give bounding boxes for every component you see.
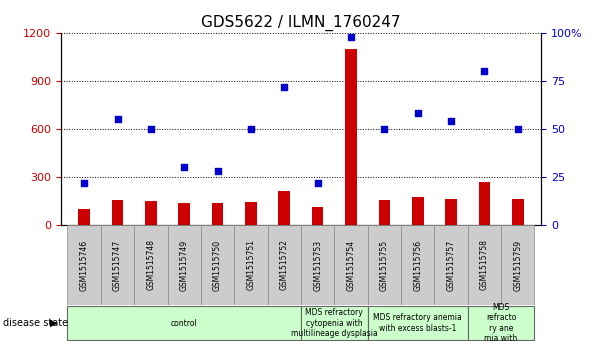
Point — [379, 126, 389, 132]
FancyBboxPatch shape — [201, 225, 234, 305]
Text: GSM1515753: GSM1515753 — [313, 240, 322, 290]
Bar — [445, 199, 457, 225]
FancyBboxPatch shape — [134, 225, 168, 305]
Bar — [478, 182, 490, 225]
Text: GSM1515747: GSM1515747 — [113, 240, 122, 290]
Text: GSM1515758: GSM1515758 — [480, 240, 489, 290]
Text: GSM1515746: GSM1515746 — [80, 240, 89, 290]
Bar — [312, 207, 323, 225]
Text: disease state: disease state — [3, 318, 68, 328]
Bar — [512, 199, 523, 225]
Text: GSM1515749: GSM1515749 — [180, 240, 188, 290]
Point — [79, 180, 89, 185]
Text: GSM1515751: GSM1515751 — [246, 240, 255, 290]
Text: ▶: ▶ — [50, 318, 58, 328]
Point — [413, 111, 423, 117]
FancyBboxPatch shape — [67, 306, 301, 340]
FancyBboxPatch shape — [468, 225, 501, 305]
Bar — [278, 191, 290, 225]
FancyBboxPatch shape — [368, 225, 401, 305]
FancyBboxPatch shape — [234, 225, 268, 305]
Text: GSM1515759: GSM1515759 — [513, 240, 522, 290]
Text: GSM1515757: GSM1515757 — [446, 240, 455, 290]
Text: GSM1515756: GSM1515756 — [413, 240, 422, 290]
Bar — [212, 203, 223, 225]
Text: GSM1515755: GSM1515755 — [380, 240, 389, 290]
FancyBboxPatch shape — [334, 225, 368, 305]
FancyBboxPatch shape — [501, 225, 534, 305]
Text: GSM1515750: GSM1515750 — [213, 240, 222, 290]
FancyBboxPatch shape — [101, 225, 134, 305]
Point — [313, 180, 322, 185]
Point — [246, 126, 256, 132]
Text: control: control — [171, 319, 198, 327]
Text: MDS refractory anemia
with excess blasts-1: MDS refractory anemia with excess blasts… — [373, 313, 462, 333]
FancyBboxPatch shape — [268, 225, 301, 305]
Point — [213, 168, 223, 174]
Bar — [112, 200, 123, 225]
Point — [179, 164, 189, 170]
Point — [346, 34, 356, 40]
FancyBboxPatch shape — [168, 225, 201, 305]
Bar — [345, 49, 357, 225]
Bar — [245, 202, 257, 225]
Text: MDS
refracto
ry ane
mia with: MDS refracto ry ane mia with — [485, 303, 518, 343]
Bar — [178, 203, 190, 225]
Point — [280, 83, 289, 89]
Point — [513, 126, 523, 132]
Title: GDS5622 / ILMN_1760247: GDS5622 / ILMN_1760247 — [201, 15, 401, 31]
FancyBboxPatch shape — [368, 306, 468, 340]
FancyBboxPatch shape — [401, 225, 434, 305]
Point — [480, 68, 489, 74]
Text: GSM1515752: GSM1515752 — [280, 240, 289, 290]
Point — [112, 116, 122, 122]
Point — [446, 118, 456, 124]
Bar — [379, 200, 390, 225]
Point — [146, 126, 156, 132]
FancyBboxPatch shape — [434, 225, 468, 305]
Bar — [145, 201, 157, 225]
FancyBboxPatch shape — [468, 306, 534, 340]
FancyBboxPatch shape — [301, 306, 368, 340]
FancyBboxPatch shape — [67, 225, 101, 305]
Bar — [412, 197, 424, 225]
FancyBboxPatch shape — [301, 225, 334, 305]
Text: MDS refractory
cytopenia with
multilineage dysplasia: MDS refractory cytopenia with multilinea… — [291, 308, 378, 338]
Text: GSM1515748: GSM1515748 — [147, 240, 156, 290]
Text: GSM1515754: GSM1515754 — [347, 240, 356, 290]
Bar — [78, 209, 90, 225]
